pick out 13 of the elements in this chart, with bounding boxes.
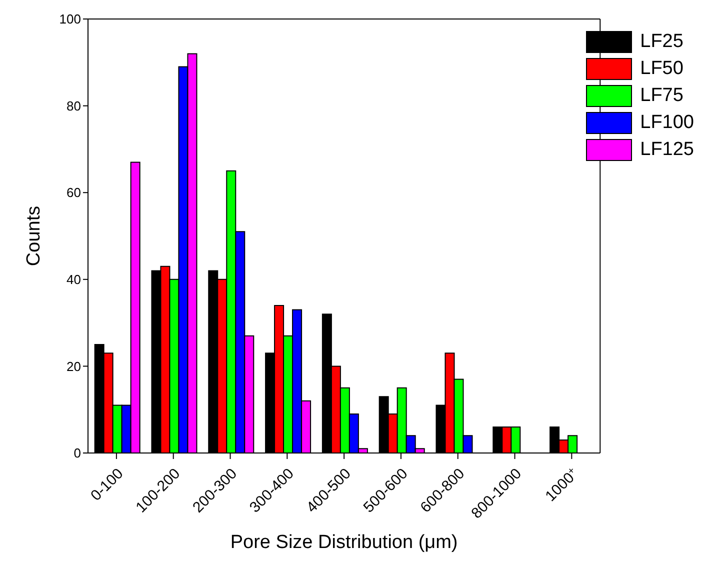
y-tick-label: 0	[74, 446, 81, 461]
y-tick-label: 60	[66, 185, 81, 200]
y-tick-label: 20	[66, 358, 81, 374]
legend-label: LF75	[640, 84, 684, 106]
y-tick-label: 80	[66, 98, 81, 114]
legend-label: LF25	[640, 30, 684, 52]
x-axis-title: Pore Size Distribution (μm)	[230, 532, 458, 553]
y-tick-label: 40	[66, 272, 81, 288]
y-axis-title: Counts	[24, 206, 45, 266]
legend-label: LF125	[640, 138, 694, 160]
y-tick-label: 100	[59, 12, 81, 27]
legend-label: LF100	[640, 112, 694, 134]
legend-label: LF50	[640, 58, 684, 80]
